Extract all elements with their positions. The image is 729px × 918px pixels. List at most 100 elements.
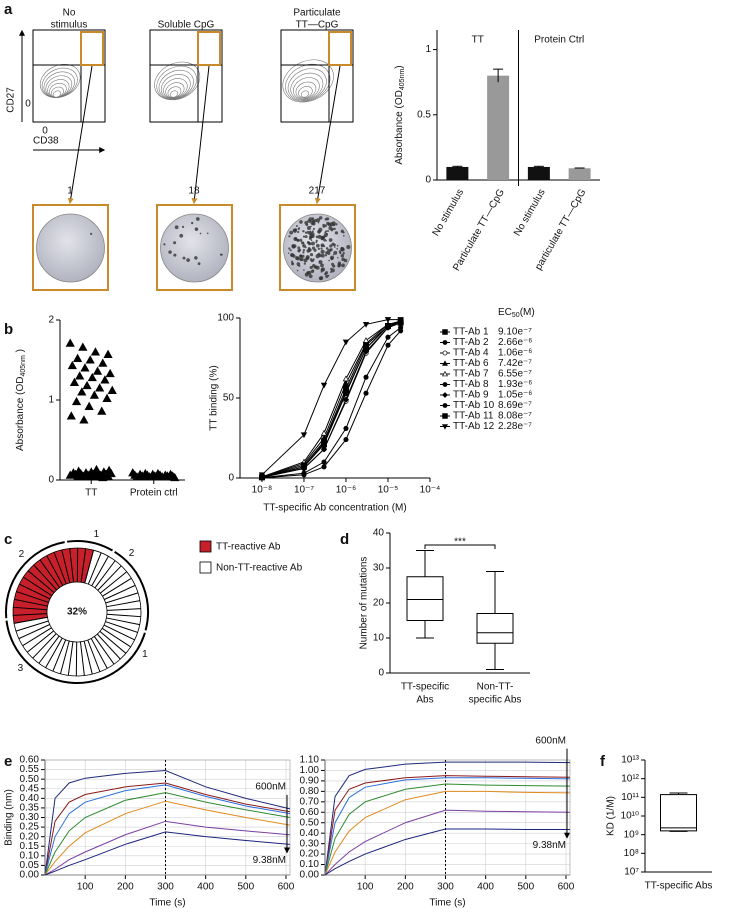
- spot: [179, 233, 184, 238]
- slice-divider: [13, 606, 48, 611]
- gate-highlight: [197, 31, 221, 66]
- y-tick-label: 10⁸: [624, 848, 639, 859]
- data-point: [301, 470, 307, 476]
- center-label: 32%: [67, 607, 87, 618]
- group-arc: [114, 550, 149, 631]
- slice-divider: [16, 591, 49, 603]
- series-line: [324, 761, 571, 876]
- spot: [302, 251, 305, 254]
- spot: [324, 224, 327, 228]
- spot: [337, 261, 342, 265]
- data-point: [71, 396, 82, 406]
- spot: [168, 250, 172, 254]
- x-tick-label: specific Abs: [469, 695, 522, 706]
- slice-divider: [22, 627, 52, 647]
- y-tick-label: 0.00: [20, 870, 40, 881]
- x-tick-label: Protein ctrl: [130, 488, 178, 499]
- slice-divider: [105, 592, 139, 604]
- spot: [311, 259, 315, 262]
- slice-divider: [93, 636, 115, 665]
- legend-label: TT-Ab 12: [453, 421, 495, 432]
- slice-divider: [83, 641, 93, 675]
- slice-divider: [13, 613, 48, 616]
- data-point: [300, 432, 308, 439]
- spot: [182, 256, 186, 260]
- bar: [568, 168, 591, 180]
- legend-label: TT-Ab 1: [453, 327, 489, 338]
- series-line: [261, 322, 401, 478]
- series-line: [324, 777, 571, 876]
- contour: [293, 77, 320, 100]
- legend-header: EC50(M): [498, 307, 535, 320]
- data-point: [385, 334, 391, 340]
- annotation: 9.38nM: [253, 855, 286, 866]
- spot: [341, 263, 345, 268]
- data-point: [397, 317, 404, 323]
- data-point: [66, 411, 76, 420]
- series-line: [324, 790, 571, 876]
- group-arc: [5, 620, 75, 684]
- y-tick-label: 0.30: [300, 838, 320, 849]
- slice-divider: [104, 584, 136, 600]
- y-axis-label-end: ): [15, 349, 26, 355]
- spot: [333, 250, 338, 255]
- x-tick-label: 400: [197, 882, 214, 893]
- axis-label: CD38: [33, 136, 59, 147]
- series-line: [44, 831, 291, 876]
- y-tick-label: 1.00: [300, 765, 320, 776]
- slice-divider: [26, 630, 55, 653]
- spot: [317, 221, 320, 224]
- spot: [292, 244, 297, 248]
- y-axis-label: Absorbance (OD405nm ): [15, 349, 28, 451]
- legend-marker: [442, 424, 448, 430]
- legend-label: TT-Ab 6: [453, 358, 489, 369]
- series-line: [44, 820, 291, 876]
- contour: [160, 74, 191, 99]
- gate-highlight: [328, 31, 352, 66]
- slice-divider: [19, 583, 51, 600]
- spot: [302, 248, 306, 252]
- spot: [340, 230, 343, 233]
- y-tick-label: 0.60: [20, 755, 40, 766]
- panel-letter: d: [340, 531, 349, 548]
- spot: [298, 265, 301, 267]
- data-point: [385, 342, 391, 348]
- spot: [221, 253, 223, 256]
- series-line: [261, 320, 401, 478]
- spot: [325, 274, 329, 279]
- x-tick-label: 10⁻⁸: [252, 485, 273, 496]
- spot: [325, 251, 329, 255]
- y-tick-label: 10⁹: [624, 829, 639, 840]
- data-point: [89, 390, 99, 399]
- spot-count: 217: [309, 186, 326, 197]
- slice-divider: [90, 638, 108, 669]
- series-line: [324, 809, 571, 876]
- slice-divider: [87, 639, 101, 672]
- tick-label: 0: [42, 126, 48, 137]
- x-tick-label: 10⁻⁵: [378, 485, 399, 496]
- spot-count: 1: [67, 186, 73, 197]
- data-point: [363, 342, 369, 349]
- y-tick-label: 10: [373, 633, 385, 644]
- spot: [306, 249, 311, 253]
- spot: [307, 246, 311, 250]
- data-point: [362, 321, 370, 328]
- data-point: [97, 406, 107, 415]
- data-point: [320, 446, 328, 453]
- spot: [323, 238, 327, 242]
- data-point: [342, 339, 350, 346]
- spot: [306, 230, 310, 234]
- legend-label: Non-TT-reactive Ab: [216, 563, 303, 574]
- panel-letter: b: [4, 321, 13, 338]
- spot: [290, 254, 294, 257]
- y-axis-label: Absorbance (OD405nm): [394, 65, 407, 164]
- contour: [298, 86, 313, 99]
- spot: [338, 250, 342, 253]
- legend-label: TT-Ab 11: [453, 411, 494, 422]
- y-tick-label: 20: [373, 598, 385, 609]
- legend-label: TT-Ab 7: [453, 369, 489, 380]
- well: [36, 213, 105, 283]
- spot: [290, 260, 294, 263]
- spot: [289, 249, 292, 252]
- y-tick-label: 0.10: [300, 859, 320, 870]
